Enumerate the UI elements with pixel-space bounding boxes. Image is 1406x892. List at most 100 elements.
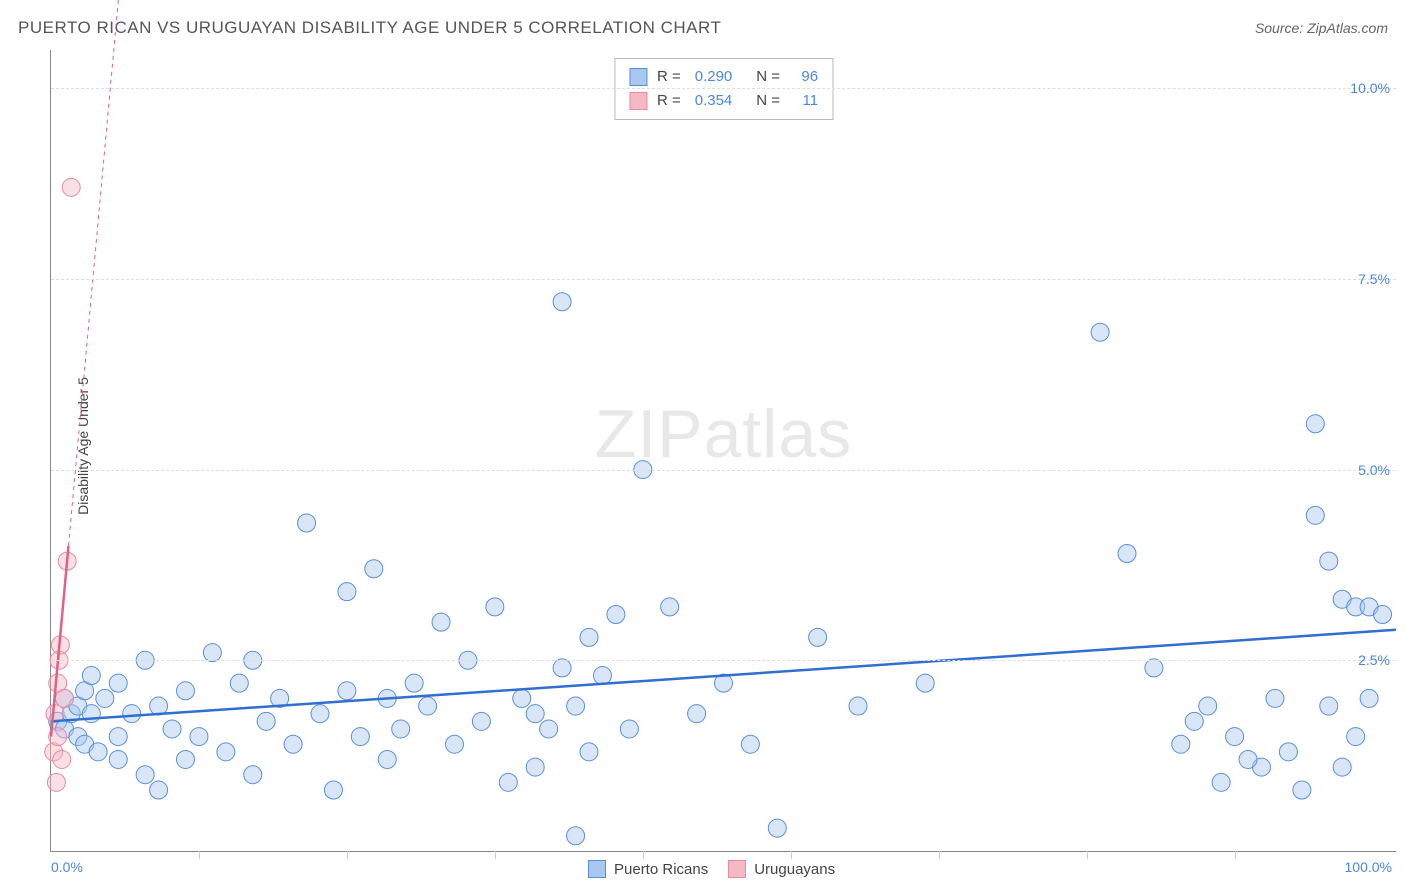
data-point <box>392 720 410 738</box>
data-point <box>109 674 127 692</box>
n-label: N = <box>756 65 780 89</box>
data-point <box>688 705 706 723</box>
data-point <box>47 773 65 791</box>
data-point <box>540 720 558 738</box>
data-point <box>150 781 168 799</box>
legend-swatch <box>728 860 746 878</box>
n-value: 11 <box>794 89 818 113</box>
scatter-plot-svg <box>51 50 1396 851</box>
data-point <box>89 743 107 761</box>
data-point <box>109 750 127 768</box>
data-point <box>1279 743 1297 761</box>
trend-line <box>68 0 145 546</box>
source-attribution: Source: ZipAtlas.com <box>1255 20 1388 36</box>
data-point <box>446 735 464 753</box>
data-point <box>1185 712 1203 730</box>
legend-row: R =0.290N =96 <box>629 65 818 89</box>
data-point <box>526 705 544 723</box>
data-point <box>365 560 383 578</box>
data-point <box>526 758 544 776</box>
data-point <box>311 705 329 723</box>
data-point <box>809 628 827 646</box>
y-tick-label: 10.0% <box>1350 80 1390 96</box>
data-point <box>580 628 598 646</box>
data-point <box>741 735 759 753</box>
chart-header: PUERTO RICAN VS URUGUAYAN DISABILITY AGE… <box>18 18 1388 38</box>
data-point <box>405 674 423 692</box>
data-point <box>244 766 262 784</box>
data-point <box>1333 758 1351 776</box>
data-point <box>1293 781 1311 799</box>
data-point <box>338 583 356 601</box>
data-point <box>190 728 208 746</box>
data-point <box>1306 506 1324 524</box>
trend-line <box>51 630 1396 722</box>
data-point <box>1091 323 1109 341</box>
data-point <box>1226 728 1244 746</box>
data-point <box>567 827 585 845</box>
y-tick-label: 7.5% <box>1358 271 1390 287</box>
data-point <box>351 728 369 746</box>
grid-line <box>51 660 1396 661</box>
legend-swatch <box>629 68 647 86</box>
data-point <box>62 178 80 196</box>
data-point <box>768 819 786 837</box>
legend-label: Puerto Ricans <box>614 861 708 878</box>
x-tick <box>199 851 200 859</box>
series-legend: Puerto RicansUruguayans <box>588 860 835 878</box>
chart-title: PUERTO RICAN VS URUGUAYAN DISABILITY AGE… <box>18 18 721 38</box>
data-point <box>849 697 867 715</box>
data-point <box>472 712 490 730</box>
data-point <box>203 644 221 662</box>
data-point <box>1306 415 1324 433</box>
grid-line <box>51 279 1396 280</box>
r-label: R = <box>657 89 681 113</box>
data-point <box>419 697 437 715</box>
data-point <box>257 712 275 730</box>
data-point <box>553 293 571 311</box>
grid-line <box>51 88 1396 89</box>
data-point <box>53 750 71 768</box>
data-point <box>567 697 585 715</box>
grid-line <box>51 470 1396 471</box>
y-tick-label: 5.0% <box>1358 462 1390 478</box>
x-tick <box>495 851 496 859</box>
x-max-label: 100.0% <box>1345 859 1392 875</box>
r-value: 0.354 <box>695 89 733 113</box>
x-min-label: 0.0% <box>51 859 83 875</box>
data-point <box>1145 659 1163 677</box>
legend-row: R = 0.354 N = 11 <box>629 89 818 113</box>
data-point <box>607 606 625 624</box>
data-point <box>499 773 517 791</box>
legend-item: Puerto Ricans <box>588 860 708 878</box>
n-value: 96 <box>794 65 818 89</box>
data-point <box>55 689 73 707</box>
data-point <box>1320 697 1338 715</box>
data-point <box>1374 606 1392 624</box>
legend-swatch <box>629 92 647 110</box>
data-point <box>580 743 598 761</box>
data-point <box>338 682 356 700</box>
x-tick <box>791 851 792 859</box>
data-point <box>553 659 571 677</box>
data-point <box>123 705 141 723</box>
n-label: N = <box>756 89 780 113</box>
data-point <box>324 781 342 799</box>
data-point <box>1239 750 1257 768</box>
x-tick <box>939 851 940 859</box>
legend-swatch <box>588 860 606 878</box>
data-point <box>96 689 114 707</box>
data-point <box>1118 544 1136 562</box>
x-tick <box>1087 851 1088 859</box>
data-point <box>230 674 248 692</box>
data-point <box>593 667 611 685</box>
r-label: R = <box>657 65 681 89</box>
data-point <box>916 674 934 692</box>
data-point <box>661 598 679 616</box>
x-tick <box>643 851 644 859</box>
data-point <box>177 750 195 768</box>
data-point <box>378 750 396 768</box>
data-point <box>136 766 154 784</box>
data-point <box>620 720 638 738</box>
data-point <box>177 682 195 700</box>
